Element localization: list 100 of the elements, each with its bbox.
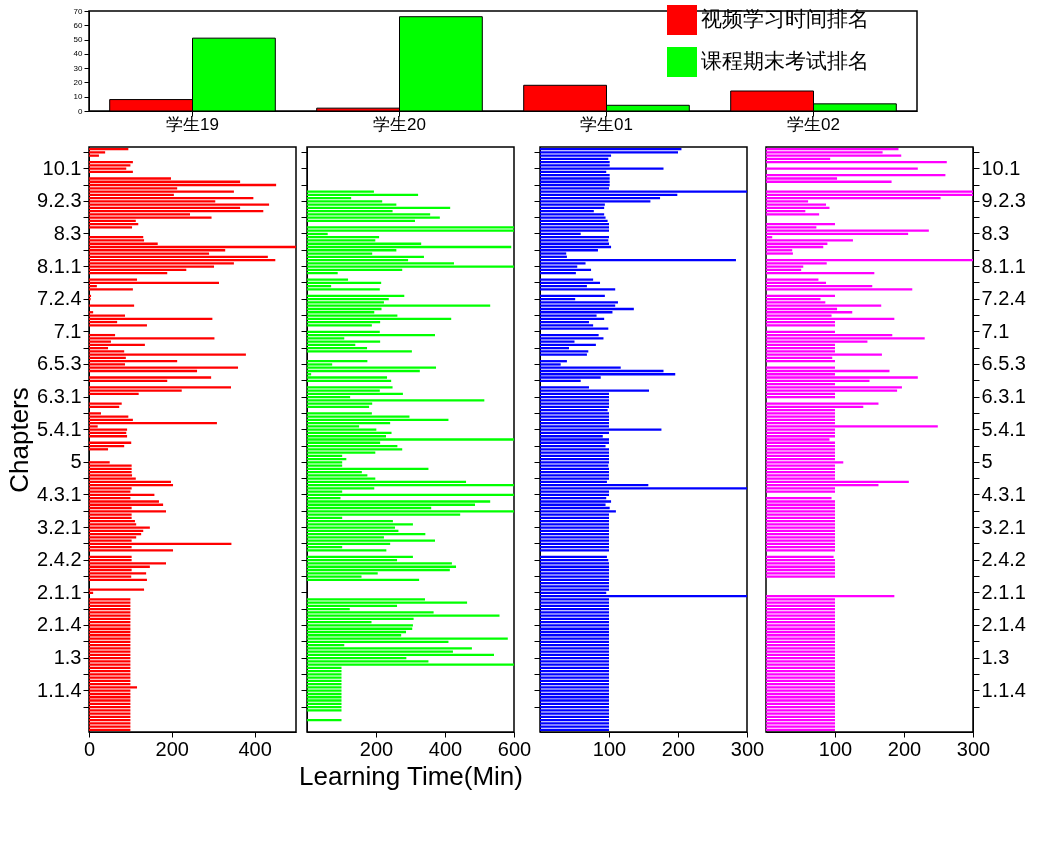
- y-tick-label: 7.1: [53, 319, 82, 342]
- bar: [766, 660, 835, 663]
- x-tick-label: 300: [956, 737, 991, 760]
- bar: [89, 190, 234, 193]
- bar: [766, 239, 853, 242]
- bar: [766, 402, 879, 405]
- y-tick-label: 2.1.1: [981, 580, 1026, 603]
- y-tick-label: 9.2.3: [37, 189, 82, 212]
- y-tick-label: 60: [73, 20, 84, 30]
- bar: [89, 588, 145, 591]
- bar: [540, 151, 678, 154]
- x-tick-label: 学生02: [787, 114, 840, 134]
- x-tick-label: 学生20: [373, 114, 426, 134]
- y-tick-label: 20: [73, 77, 84, 87]
- y-tick-label: 70: [73, 6, 84, 16]
- y-tick-label: 1.3: [53, 646, 82, 669]
- y-tick-label: 2.1.1: [37, 580, 82, 603]
- x-tick-label: 400: [428, 737, 463, 760]
- bar: [89, 562, 166, 565]
- y-tick-label: 8.3: [981, 221, 1010, 244]
- y-tick-label: 0: [78, 106, 84, 116]
- x-tick-label: 100: [592, 737, 627, 760]
- y-tick-label: 2.1.4: [981, 613, 1026, 636]
- y-tick-label: 2.4.2: [37, 548, 82, 571]
- bar: [89, 500, 159, 503]
- y-tick-label: 4.3.1: [37, 482, 82, 505]
- y-tick-label: 7.1: [981, 319, 1010, 342]
- x-tick-label: 300: [730, 737, 765, 760]
- bar: [89, 216, 212, 219]
- bar: [307, 663, 514, 666]
- y-tick-label: 40: [73, 49, 84, 59]
- x-tick-label: 200: [155, 737, 189, 760]
- bar: [307, 376, 388, 379]
- bar: [89, 549, 174, 552]
- legend-label: 视频学习时间排名: [701, 7, 869, 30]
- y-axis-title: Chapters: [4, 387, 35, 493]
- bar: [307, 265, 514, 268]
- bar: [89, 203, 270, 206]
- y-tick-label: 50: [73, 35, 84, 45]
- bar: [307, 549, 387, 552]
- bar: [766, 376, 918, 379]
- x-tick-label: 200: [359, 737, 394, 760]
- bar: [766, 663, 835, 666]
- y-tick-label: 1.3: [981, 646, 1010, 669]
- y-tick-label: 10.1: [981, 156, 1021, 179]
- bar: [307, 562, 452, 565]
- bar: [540, 660, 609, 663]
- y-tick-label: 2.1.4: [37, 613, 82, 636]
- x-tick-label: 学生19: [166, 114, 219, 134]
- x-tick-label: 100: [818, 737, 853, 760]
- y-tick-label: 9.2.3: [981, 189, 1026, 212]
- y-tick-label: 1.1.4: [981, 678, 1026, 701]
- bar: [540, 500, 612, 503]
- bar: [89, 376, 212, 379]
- y-tick-label: 5.4.1: [981, 417, 1026, 440]
- bar: [307, 637, 508, 640]
- bar: [540, 487, 747, 490]
- x-tick-label: 学生01: [580, 114, 633, 134]
- bar: [89, 663, 131, 666]
- y-tick-label: 6.3.1: [37, 385, 82, 408]
- legend-label: 课程期末考试排名: [701, 49, 869, 72]
- bar: [766, 213, 820, 216]
- bar: [307, 500, 491, 503]
- bar: [89, 686, 138, 689]
- bar: [540, 389, 650, 392]
- x-tick-label: 200: [887, 737, 922, 760]
- y-tick-label: 5: [70, 450, 82, 473]
- y-tick-label: 3.2.1: [37, 515, 82, 538]
- bar: [540, 216, 606, 219]
- y-tick-label: 2.4.2: [981, 548, 1026, 571]
- bar: [540, 663, 609, 666]
- y-tick-label: 1.1.4: [37, 678, 82, 701]
- bar: [766, 288, 913, 291]
- y-tick-label: 30: [73, 63, 84, 73]
- bar: [540, 601, 609, 604]
- x-tick-label: 400: [238, 737, 272, 760]
- y-tick-label: 8.1.1: [37, 254, 82, 277]
- y-tick-label: 8.1.1: [981, 254, 1026, 277]
- bar: [540, 190, 747, 193]
- bar: [540, 213, 605, 216]
- y-tick-label: 6.3.1: [981, 385, 1026, 408]
- bar: [307, 288, 380, 291]
- bar: [307, 216, 440, 219]
- x-tick-label: 200: [661, 737, 696, 760]
- y-tick-label: 6.5.3: [37, 352, 82, 375]
- bar: [540, 288, 616, 291]
- bar: [766, 601, 835, 604]
- bar: [89, 660, 131, 663]
- bar: [307, 438, 514, 441]
- y-tick-label: 7.2.4: [37, 287, 82, 310]
- y-tick-label: 4.3.1: [981, 482, 1026, 505]
- y-tick-label: 7.2.4: [981, 287, 1026, 310]
- y-tick-label: 10.1: [42, 156, 82, 179]
- y-tick-label: 6.5.3: [981, 352, 1026, 375]
- bar: [89, 526, 150, 529]
- bar: [89, 536, 137, 539]
- bar: [89, 601, 131, 604]
- bar: [89, 288, 133, 291]
- y-tick-label: 10: [73, 92, 84, 102]
- bar: [307, 601, 468, 604]
